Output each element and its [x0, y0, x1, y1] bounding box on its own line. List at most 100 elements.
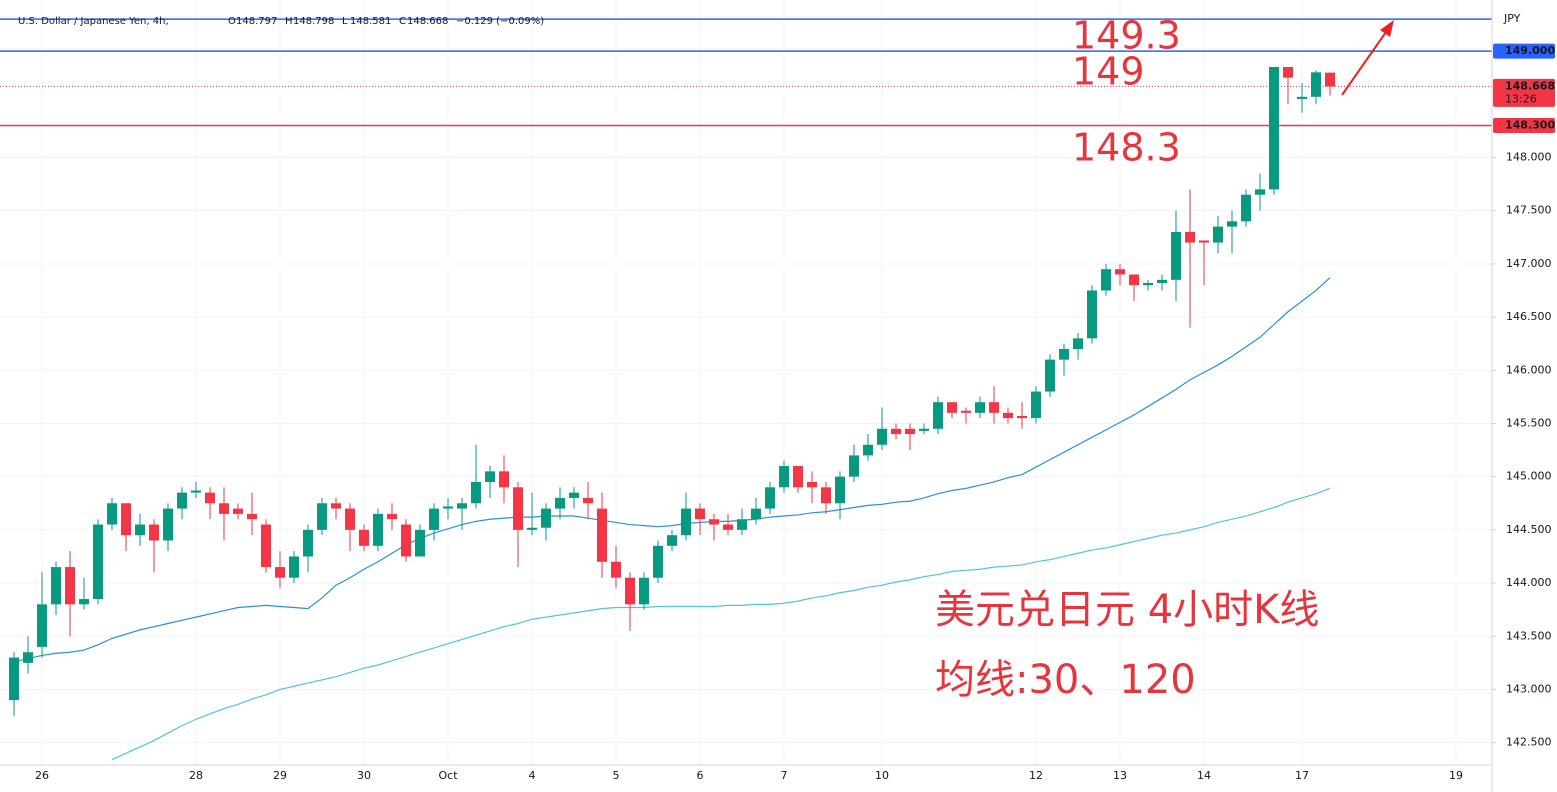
candle-body [233, 508, 243, 514]
candle-body [205, 492, 215, 504]
candle-body [499, 471, 509, 488]
candle-body [1283, 67, 1293, 78]
candle-body [807, 481, 817, 488]
axis-unit: JPY [1503, 12, 1521, 25]
candle-body [1185, 231, 1195, 243]
candle-body [905, 428, 915, 435]
candle-body [401, 524, 411, 557]
annotation: 149.3 [1072, 14, 1181, 58]
price-label-bg [1493, 78, 1555, 107]
candle-body [597, 508, 607, 562]
candle-body [1241, 194, 1251, 222]
x-tick-label: 10 [875, 769, 889, 782]
y-tick-label: 146.000 [1506, 363, 1552, 376]
candle-body [471, 481, 481, 504]
axes: 142.500 143.000 143.500 144.000 144.500 145.0… [35, 43, 1555, 782]
ohlc-value: 148.797 [236, 16, 277, 27]
annotation: 148.3 [1072, 126, 1181, 170]
candle-body [51, 567, 61, 605]
candle-body [247, 513, 257, 520]
candle-body [1325, 72, 1335, 87]
price-label: 148.300 [1505, 119, 1555, 132]
candle-body [1031, 391, 1041, 419]
candle-body [1143, 283, 1153, 286]
candle-body [1311, 72, 1321, 97]
plot [0, 18, 1492, 761]
candle-body [1073, 338, 1083, 349]
candle-body [1213, 226, 1223, 243]
candle-body [975, 402, 985, 413]
x-tick-label: 13 [1113, 769, 1127, 782]
moving-average [111, 487, 1331, 761]
candle-body [107, 503, 117, 525]
candle-body [387, 513, 397, 520]
candle-body [121, 503, 131, 536]
y-tick-label: 144.000 [1506, 576, 1552, 589]
candle-body [779, 466, 789, 488]
candle-body [191, 490, 201, 493]
x-tick-label: 26 [35, 769, 49, 782]
candle-body [457, 503, 467, 509]
candle-body [261, 524, 271, 568]
candle-body [1087, 290, 1097, 339]
ohlc-legend: O 148.797 H 148.798 L 148.581 C 148.668 −0.129 (… [228, 16, 544, 27]
arrow-head [1380, 20, 1394, 37]
y-tick-label: 143.000 [1506, 682, 1552, 695]
candle-body [583, 497, 593, 504]
candle-body [331, 503, 341, 509]
candle-body [275, 567, 285, 578]
price-label: 148.668 [1505, 79, 1555, 92]
candle-body [373, 513, 383, 546]
x-tick-label: 12 [1029, 769, 1043, 782]
candle-body [793, 466, 803, 488]
annotation: 美元兑日元 4小时K线 [935, 587, 1319, 633]
candle-body [849, 455, 859, 477]
candle-body [1115, 269, 1125, 275]
y-tick-label: 145.000 [1506, 470, 1552, 483]
candle-body [625, 577, 635, 605]
arrow [1341, 31, 1387, 96]
candle-body [359, 529, 369, 546]
candle-body [1003, 412, 1013, 419]
x-tick-label: Oct [438, 769, 458, 782]
ohlc-key: H [285, 16, 293, 27]
candle-body [1157, 279, 1167, 284]
ohlc-key: L [342, 16, 348, 27]
candle-body [303, 529, 313, 557]
candle-body [695, 508, 705, 520]
candle-body [737, 519, 747, 530]
ohlc-change: −0.129 (−0.09%) [456, 16, 544, 27]
candle-body [93, 524, 103, 600]
candle-body [219, 503, 229, 514]
candle-body [1059, 348, 1069, 360]
x-tick-label: 6 [697, 769, 704, 782]
candle-body [135, 524, 145, 536]
candle-body [933, 402, 943, 429]
ohlc-value: 148.668 [407, 16, 448, 27]
candle-body [961, 410, 971, 413]
price-label-bg [1493, 43, 1555, 59]
x-tick-label: 30 [357, 769, 371, 782]
candle-body [289, 556, 299, 578]
candle-body [1171, 231, 1181, 280]
candle-body [345, 508, 355, 530]
candle-body [891, 428, 901, 435]
x-tick-label: 29 [273, 769, 287, 782]
candle-body [653, 545, 663, 578]
y-tick-label: 147.000 [1506, 257, 1552, 270]
candle-body [23, 652, 33, 663]
candle-body [1045, 359, 1055, 392]
candle-body [821, 487, 831, 504]
candle-body [65, 567, 75, 605]
y-tick-label: 148.000 [1506, 150, 1552, 163]
symbol: U.S. Dollar / Japanese Yen, 4h, [18, 16, 169, 27]
y-tick-label: 144.500 [1506, 523, 1552, 536]
ohlc-key: C [399, 16, 406, 27]
candle-body [681, 508, 691, 536]
candle-body [709, 519, 719, 525]
candle-body [163, 508, 173, 541]
candle-body [485, 471, 495, 482]
candle-body [835, 476, 845, 504]
